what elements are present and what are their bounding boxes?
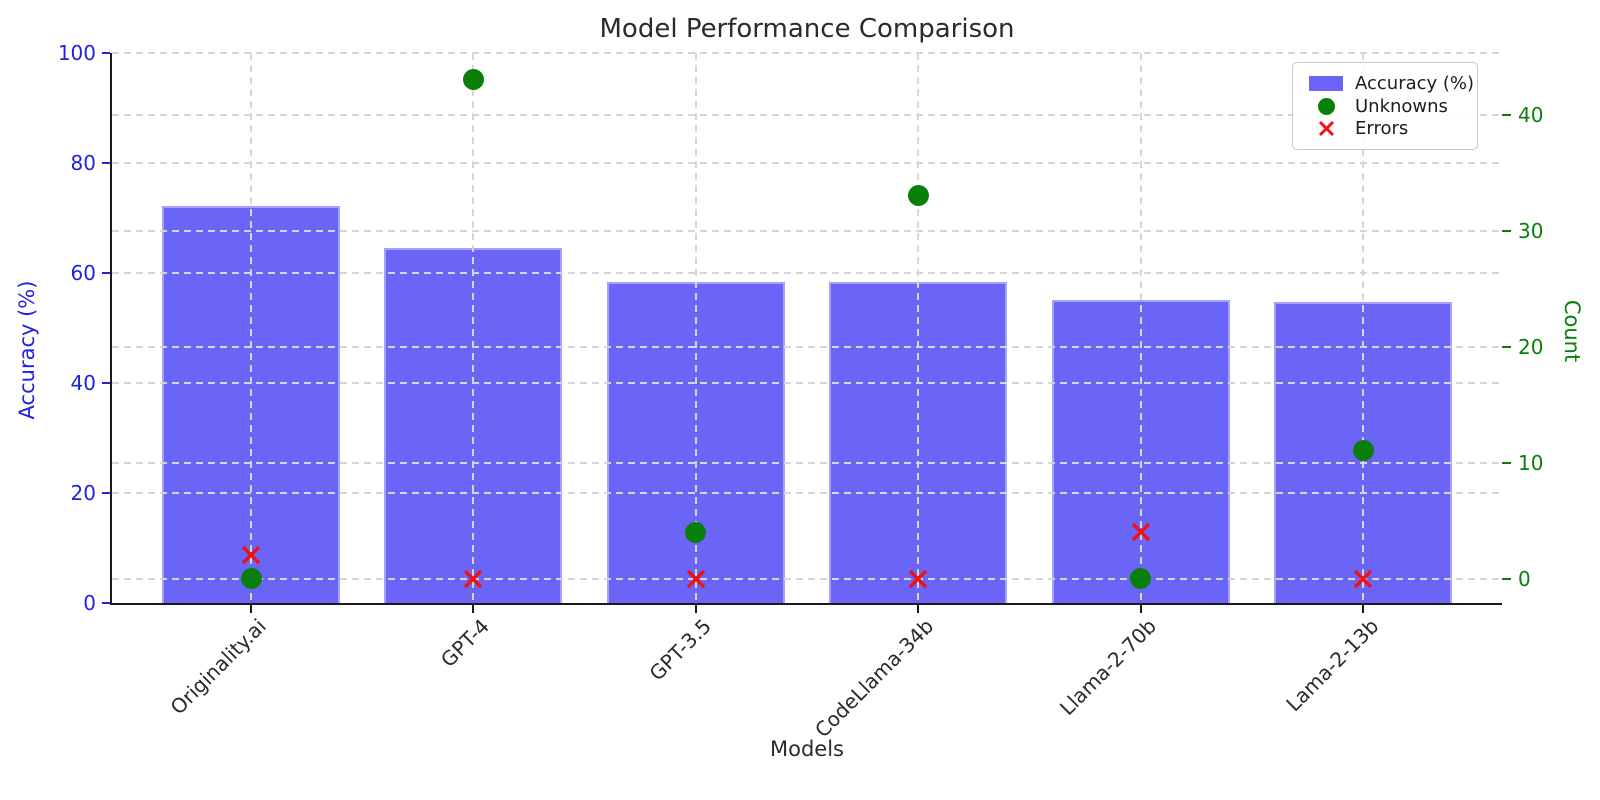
right-axis-tick-label: 20: [1518, 334, 1544, 359]
gridline-horizontal: [112, 162, 1502, 164]
unknowns-marker: [1352, 440, 1374, 462]
gridline-vertical: [1139, 53, 1142, 603]
accuracy-bar-swatch-icon: [1305, 75, 1347, 91]
errors-marker: [1352, 568, 1374, 590]
right-axis-tick: [1502, 229, 1511, 232]
x-axis-tick-label: Llama-2-70b: [1054, 614, 1161, 721]
x-axis-tick: [1362, 605, 1364, 613]
legend-item: Accuracy (%): [1305, 72, 1474, 95]
right-axis-tick: [1502, 461, 1511, 464]
gridline-vertical: [917, 53, 920, 603]
axis-spine-left: [110, 53, 112, 605]
right-axis-tick: [1502, 113, 1511, 116]
x-axis-tick: [694, 605, 697, 613]
legend: Accuracy (%) Unknowns Errors: [1292, 62, 1478, 150]
left-axis-tick: [102, 272, 110, 274]
errors-marker: [907, 568, 929, 590]
x-axis-tick-label: GPT-3.5: [644, 614, 716, 686]
gridline-horizontal: [112, 382, 1502, 384]
x-axis-tick-label: Originality.ai: [165, 614, 271, 720]
x-axis-tick-label: CodeLlama-34b: [809, 614, 939, 743]
right-axis-tick-label: 0: [1518, 566, 1531, 591]
left-axis-tick-label: 40: [70, 371, 96, 395]
x-axis-tick: [1139, 605, 1142, 613]
right-axis-tick-label: 30: [1518, 218, 1544, 243]
left-axis-tick-label: 20: [70, 481, 96, 505]
legend-item-label: Accuracy (%): [1355, 72, 1475, 94]
unknowns-marker: [907, 185, 929, 207]
left-axis-tick-label: 100: [57, 41, 96, 65]
errors-x-icon: [1305, 119, 1347, 138]
left-axis-tick: [102, 492, 110, 494]
unknowns-marker: [685, 521, 707, 543]
left-axis-tick-label: 60: [70, 261, 96, 285]
errors-marker: [462, 568, 484, 590]
gridline-horizontal: [112, 272, 1502, 274]
gridline-vertical: [694, 53, 697, 603]
errors-marker: [1130, 521, 1152, 543]
x-axis-tick: [250, 605, 252, 613]
gridline-vertical: [250, 53, 252, 603]
right-axis-tick: [1502, 345, 1511, 348]
x-axis-tick-label: Lama-2-13b: [1280, 614, 1383, 717]
left-axis-tick: [102, 382, 110, 384]
right-axis-tick-label: 40: [1518, 102, 1544, 127]
left-axis-tick: [102, 602, 110, 604]
unknowns-marker: [1130, 568, 1152, 590]
gridline-vertical: [1362, 53, 1364, 603]
x-axis-tick: [472, 605, 475, 613]
axis-spine-bottom: [110, 603, 1502, 605]
right-axis-tick: [1502, 577, 1511, 580]
x-axis-tick-label: GPT-4: [435, 614, 494, 672]
gridline-horizontal: [112, 577, 1502, 580]
unknowns-dot-icon: [1305, 97, 1347, 115]
legend-item-label: Unknowns: [1355, 95, 1448, 117]
gridline-horizontal: [112, 113, 1502, 116]
left-axis-tick: [102, 52, 110, 54]
errors-marker: [685, 568, 707, 590]
gridline-horizontal: [112, 345, 1502, 348]
legend-item: Errors: [1305, 117, 1463, 140]
unknowns-marker: [462, 69, 484, 91]
left-axis-tick-label: 80: [70, 151, 96, 175]
legend-item-label: Errors: [1355, 118, 1409, 140]
errors-marker: [240, 544, 262, 566]
chart-title: Model Performance Comparison: [599, 14, 1015, 44]
gridline-vertical: [472, 53, 475, 603]
left-axis-tick-label: 0: [83, 591, 96, 615]
unknowns-marker: [240, 568, 262, 590]
gridline-horizontal: [112, 229, 1502, 232]
gridline-horizontal: [112, 461, 1502, 464]
gridline-horizontal: [112, 492, 1502, 494]
legend-item: Unknowns: [1305, 95, 1463, 118]
gridline-horizontal: [112, 52, 1502, 54]
x-axis-tick: [917, 605, 920, 613]
right-axis-tick-label: 10: [1518, 450, 1544, 475]
x-axis-label: Models: [770, 737, 844, 761]
left-axis-tick: [102, 162, 110, 164]
